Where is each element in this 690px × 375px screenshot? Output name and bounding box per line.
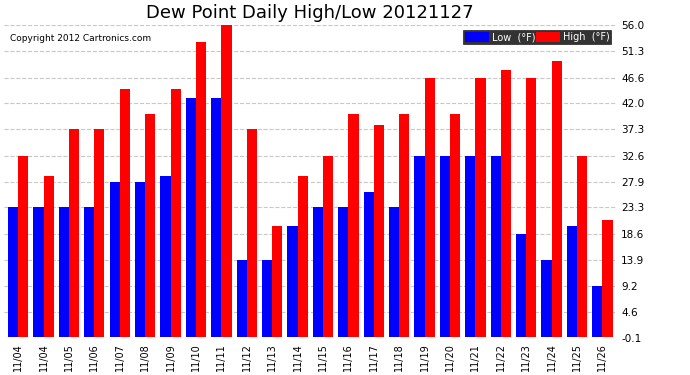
Bar bbox=[501, 70, 511, 338]
Bar bbox=[364, 192, 374, 338]
Bar bbox=[440, 156, 450, 338]
Bar bbox=[33, 207, 43, 338]
Bar bbox=[542, 260, 551, 338]
Bar bbox=[110, 182, 120, 338]
Bar bbox=[450, 114, 460, 338]
Bar bbox=[237, 260, 247, 338]
Bar bbox=[186, 98, 196, 338]
Bar bbox=[323, 156, 333, 338]
Bar bbox=[211, 98, 221, 338]
Bar bbox=[566, 226, 577, 338]
Bar bbox=[262, 260, 272, 338]
Bar bbox=[516, 234, 526, 338]
Bar bbox=[592, 286, 602, 338]
Bar bbox=[287, 226, 297, 338]
Bar bbox=[424, 78, 435, 338]
Bar bbox=[602, 220, 613, 338]
Text: Copyright 2012 Cartronics.com: Copyright 2012 Cartronics.com bbox=[10, 34, 151, 44]
Bar bbox=[551, 62, 562, 338]
Bar bbox=[145, 114, 155, 338]
Bar bbox=[491, 156, 501, 338]
Bar bbox=[389, 207, 399, 338]
Bar bbox=[526, 78, 536, 338]
Bar bbox=[170, 88, 181, 338]
Bar bbox=[399, 114, 409, 338]
Bar bbox=[8, 207, 18, 338]
Bar bbox=[338, 207, 348, 338]
Bar bbox=[59, 207, 69, 338]
Bar bbox=[577, 156, 587, 338]
Bar bbox=[43, 176, 54, 338]
Bar bbox=[221, 20, 232, 338]
Bar bbox=[374, 126, 384, 338]
Bar bbox=[120, 88, 130, 338]
Bar bbox=[69, 129, 79, 338]
Bar bbox=[465, 156, 475, 338]
Bar bbox=[84, 207, 95, 338]
Bar bbox=[18, 156, 28, 338]
Bar bbox=[247, 129, 257, 338]
Legend: Low  (°F), High  (°F): Low (°F), High (°F) bbox=[463, 30, 611, 44]
Bar bbox=[272, 226, 282, 338]
Bar bbox=[135, 182, 145, 338]
Bar bbox=[475, 78, 486, 338]
Bar bbox=[348, 114, 359, 338]
Title: Dew Point Daily High/Low 20121127: Dew Point Daily High/Low 20121127 bbox=[146, 4, 474, 22]
Bar bbox=[415, 156, 424, 338]
Bar bbox=[160, 176, 170, 338]
Bar bbox=[297, 176, 308, 338]
Bar bbox=[313, 207, 323, 338]
Bar bbox=[95, 129, 104, 338]
Bar bbox=[196, 42, 206, 338]
